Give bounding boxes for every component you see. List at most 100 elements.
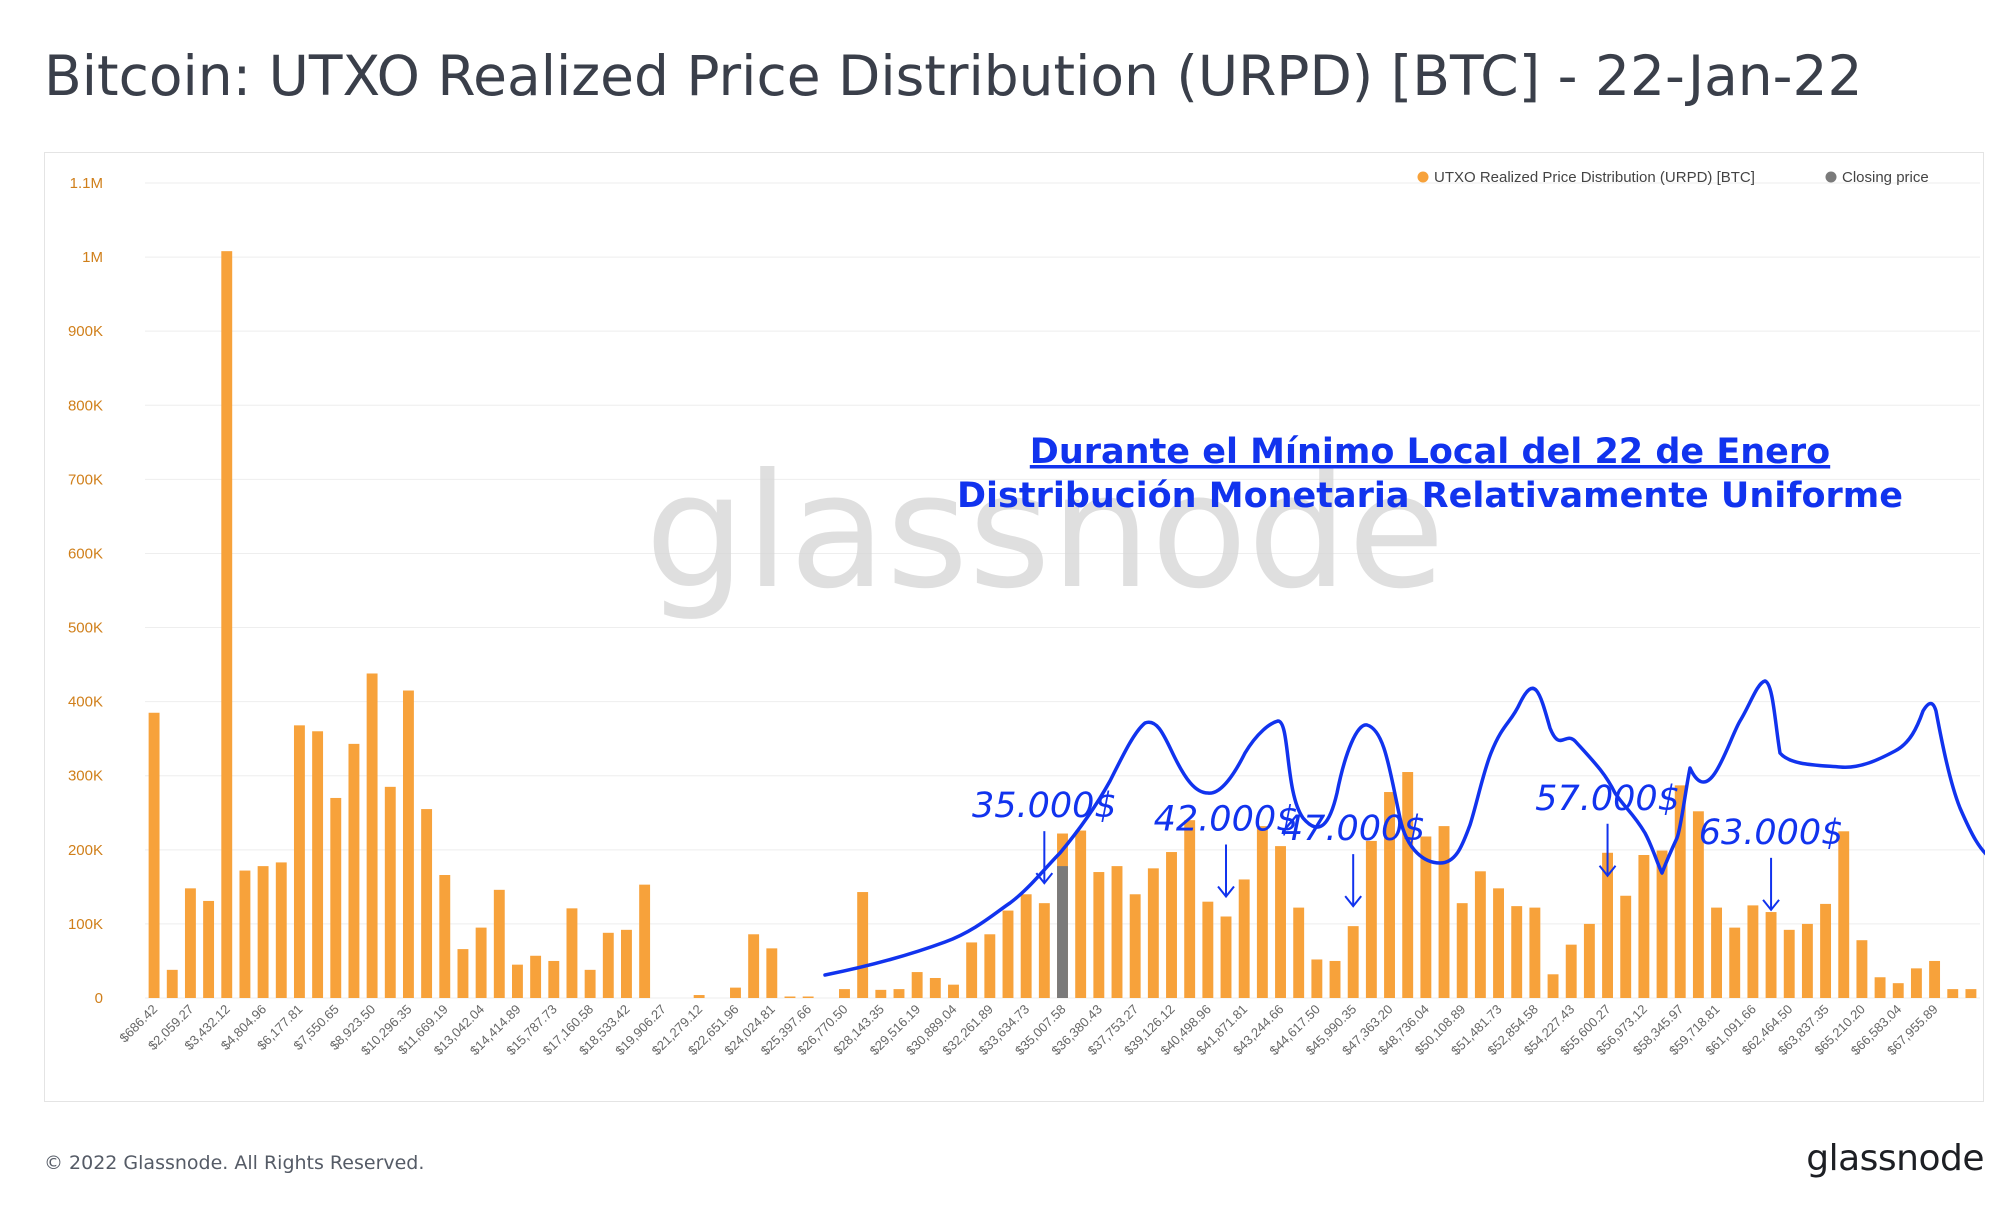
annotation-headline-1: Durante el Mínimo Local del 22 de Enero: [1030, 432, 1830, 472]
urpd-bar: [548, 960, 560, 998]
urpd-bar: [857, 892, 869, 998]
urpd-bar: [911, 972, 923, 998]
urpd-bar: [893, 989, 905, 998]
distribution-outline-curve: [823, 679, 1985, 977]
peak-label: 63.000$: [1699, 813, 1844, 853]
urpd-bar: [1256, 826, 1268, 998]
urpd-bar: [257, 866, 269, 998]
urpd-bar: [1801, 923, 1813, 998]
urpd-bar: [1329, 960, 1341, 998]
urpd-bar: [1293, 907, 1305, 998]
urpd-bar: [1493, 888, 1504, 998]
y-tick-label: 300K: [68, 768, 103, 785]
urpd-bar: [1002, 910, 1014, 998]
urpd-bar: [1365, 840, 1377, 998]
urpd-bar: [384, 786, 396, 998]
urpd-bar: [421, 809, 433, 998]
urpd-bar: [512, 964, 523, 998]
urpd-bar: [1856, 940, 1868, 998]
urpd-bar: [1111, 866, 1123, 998]
urpd-bar: [1456, 903, 1468, 998]
urpd-bar: [929, 977, 941, 998]
urpd-bar: [984, 934, 996, 998]
urpd-bar: [1656, 850, 1668, 998]
urpd-bar: [366, 673, 378, 998]
peak-label: 35.000$: [972, 786, 1117, 826]
urpd-bar: [1711, 907, 1723, 998]
urpd-bar: [1765, 912, 1777, 998]
urpd-bar: [1093, 872, 1105, 998]
urpd-bar: [875, 989, 887, 998]
urpd-bar: [1674, 785, 1686, 998]
urpd-bar: [1783, 929, 1795, 998]
urpd-bar: [166, 969, 178, 998]
peak-label: 47.000$: [1281, 809, 1426, 849]
legend-label-closing: Closing price: [1842, 169, 1929, 186]
urpd-bar: [184, 888, 196, 998]
urpd-bar: [493, 889, 505, 998]
urpd-bar: [1547, 974, 1559, 998]
urpd-bar: [948, 984, 959, 998]
urpd-bar: [1020, 894, 1032, 998]
urpd-bar: [239, 870, 251, 998]
urpd-bar: [439, 875, 451, 998]
urpd-bar: [966, 942, 978, 998]
bars: [148, 251, 1977, 998]
urpd-bar: [1874, 977, 1886, 998]
y-tick-label: 700K: [68, 471, 103, 488]
urpd-bar: [1511, 906, 1523, 998]
y-tick-label: 1.1M: [70, 175, 103, 192]
urpd-bar: [1129, 894, 1141, 998]
urpd-bar: [1438, 826, 1450, 998]
urpd-bar: [784, 996, 796, 998]
y-tick-label: 200K: [68, 842, 103, 859]
annotation-headline: Durante el Mínimo Local del 22 de Enero …: [957, 432, 1903, 516]
urpd-bar: [1820, 903, 1832, 998]
urpd-bar: [566, 908, 578, 998]
urpd-chart: 0 100K 200K 300K 400K 500K 600K 700K 800K 900K 1M 1…: [68, 169, 1985, 1059]
urpd-bar: [1166, 852, 1177, 998]
urpd-bar: [402, 690, 414, 998]
urpd-bar: [148, 712, 160, 998]
urpd-bar: [1474, 871, 1486, 998]
urpd-bar: [1147, 868, 1159, 998]
urpd-bar: [1638, 855, 1650, 998]
urpd-bar: [1892, 983, 1904, 998]
urpd-bar: [1929, 960, 1941, 998]
peak-arrowhead: [1598, 865, 1617, 878]
copyright-text: © 2022 Glassnode. All Rights Reserved.: [44, 1152, 425, 1174]
urpd-bar: [1184, 820, 1196, 998]
peak-arrowhead: [1344, 895, 1362, 908]
urpd-bar: [1311, 959, 1323, 998]
y-tick-label: 600K: [68, 545, 103, 562]
legend-label-urpd: UTXO Realized Price Distribution (URPD) …: [1434, 169, 1755, 186]
urpd-bar: [293, 725, 305, 998]
urpd-bar: [839, 989, 850, 998]
urpd-bar: [457, 949, 469, 998]
urpd-bar: [748, 934, 760, 998]
urpd-bar: [348, 743, 360, 998]
urpd-bar: [1275, 846, 1286, 998]
urpd-bar: [1402, 772, 1414, 998]
urpd-bar: [1038, 903, 1050, 998]
urpd-bar: [330, 797, 342, 998]
urpd-bar: [621, 929, 632, 998]
x-axis-ticks: $686.42$2,059.27$3,432.12$4,804.96$6,177…: [116, 1002, 1940, 1059]
urpd-bar: [1692, 811, 1704, 998]
y-tick-label: 800K: [68, 397, 103, 414]
chart-panel: 0 100K 200K 300K 400K 500K 600K 700K 800K 900K 1M 1…: [44, 152, 1985, 1102]
legend: UTXO Realized Price Distribution (URPD) …: [1417, 169, 1929, 186]
y-tick-label: 900K: [68, 323, 103, 340]
urpd-bar: [730, 987, 741, 998]
peak-label: 42.000$: [1154, 800, 1299, 840]
urpd-bar: [1420, 836, 1432, 998]
urpd-bar: [1384, 792, 1395, 998]
page-title: Bitcoin: UTXO Realized Price Distributio…: [44, 44, 1863, 108]
closing-price-bar: [1057, 866, 1068, 998]
urpd-bar: [1729, 927, 1741, 998]
urpd-bar: [639, 884, 651, 998]
watermark-text: glassnode: [645, 440, 1445, 624]
urpd-bar: [1075, 830, 1087, 998]
urpd-bar: [203, 900, 215, 998]
urpd-bar: [1220, 916, 1232, 998]
